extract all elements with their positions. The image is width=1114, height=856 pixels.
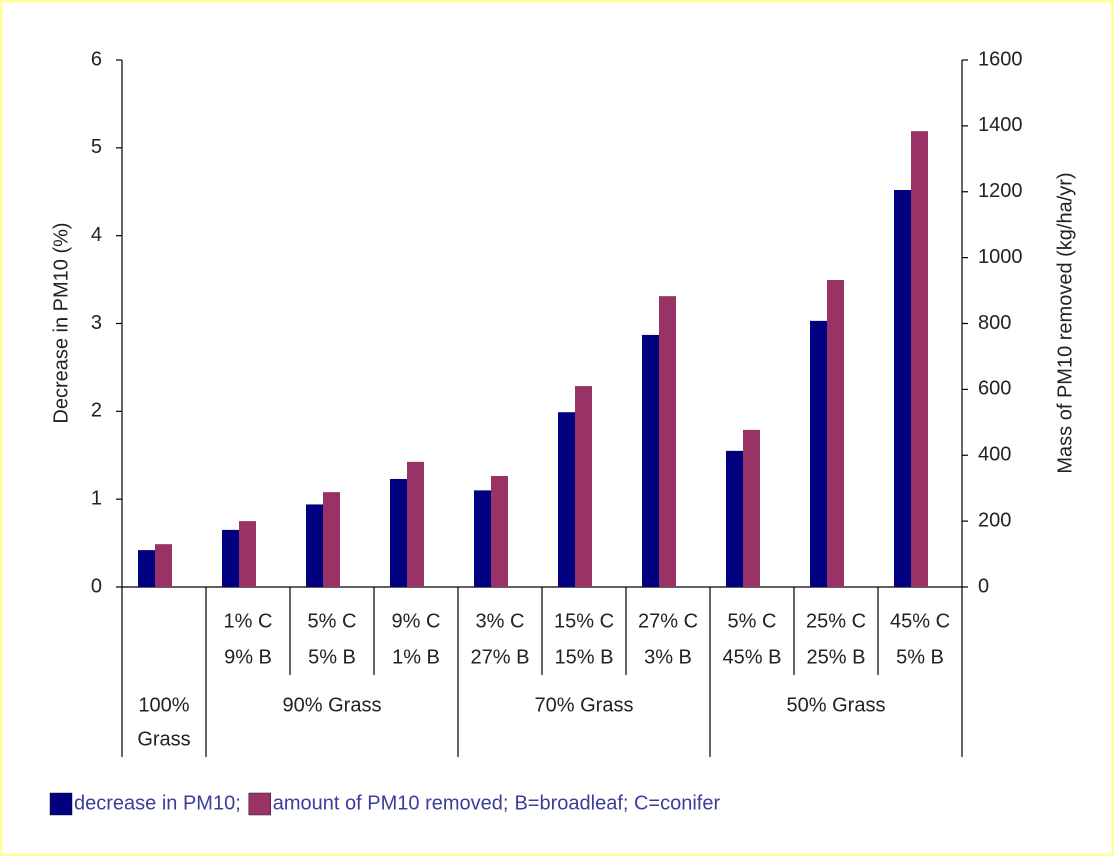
x-tick-label: 9% C — [392, 610, 441, 632]
x-tick-label: 3% B — [644, 646, 692, 668]
y2-tick-label: 600 — [978, 378, 1011, 400]
legend-note: B=broadleaf; C=conifer — [514, 792, 720, 814]
x-tick-label: 15% C — [554, 610, 614, 632]
x-tick-label: 5% C — [308, 610, 357, 632]
bar — [138, 550, 155, 587]
bar — [239, 521, 256, 587]
x-tick-label: 5% C — [728, 610, 777, 632]
group-label: Grass — [137, 728, 190, 750]
bar — [155, 544, 172, 587]
bar — [474, 490, 491, 587]
y2-tick-label: 800 — [978, 312, 1011, 334]
y-tick-label: 3 — [91, 312, 102, 334]
legend-label: amount of PM10 removed; — [273, 792, 509, 814]
x-tick-label: 15% B — [555, 646, 614, 668]
y-tick-label: 1 — [91, 487, 102, 509]
x-tick-label: 5% B — [896, 646, 944, 668]
bar — [911, 131, 928, 587]
group-label: 50% Grass — [787, 694, 886, 716]
x-tick-label: 25% C — [806, 610, 866, 632]
bar — [222, 529, 239, 587]
x-tick-label: 1% B — [392, 646, 440, 668]
bar — [491, 476, 508, 587]
y-tick-label: 6 — [91, 48, 102, 70]
y2-tick-label: 1600 — [978, 48, 1023, 70]
y2-tick-label: 400 — [978, 444, 1011, 466]
bar — [407, 461, 424, 587]
x-tick-label: 25% B — [807, 646, 866, 668]
bar — [575, 386, 592, 587]
x-tick-label: 45% B — [723, 646, 782, 668]
bar — [306, 504, 323, 587]
y2-tick-label: 1200 — [978, 180, 1023, 202]
bar — [642, 334, 659, 587]
x-tick-label: 27% C — [638, 610, 698, 632]
legend-swatch — [49, 792, 73, 816]
y2-axis-title: Mass of PM10 removed (kg/ha/yr) — [1054, 172, 1076, 473]
x-tick-label: 1% C — [224, 610, 273, 632]
bar — [743, 429, 760, 587]
bar — [558, 412, 575, 587]
group-label: 70% Grass — [535, 694, 634, 716]
legend-label: decrease in PM10; — [74, 792, 241, 814]
bar — [323, 492, 340, 587]
group-label: 100% — [138, 694, 189, 716]
y-tick-label: 4 — [91, 224, 102, 246]
y2-tick-label: 1000 — [978, 246, 1023, 268]
y2-tick-label: 0 — [978, 575, 989, 597]
y-tick-label: 2 — [91, 400, 102, 422]
y-axis-title: Decrease in PM10 (%) — [50, 222, 72, 423]
y2-tick-label: 200 — [978, 509, 1011, 531]
x-tick-label: 9% B — [224, 646, 272, 668]
legend-swatch — [248, 792, 272, 816]
y-tick-label: 0 — [91, 575, 102, 597]
bar — [810, 320, 827, 587]
bar — [659, 296, 676, 587]
bar — [390, 478, 407, 587]
bar — [726, 450, 743, 587]
y-tick-label: 5 — [91, 136, 102, 158]
x-tick-label: 3% C — [476, 610, 525, 632]
x-tick-label: 5% B — [308, 646, 356, 668]
bar — [827, 280, 844, 587]
group-label: 90% Grass — [283, 694, 382, 716]
x-tick-label: 27% B — [471, 646, 530, 668]
bar — [894, 189, 911, 587]
y2-tick-label: 1400 — [978, 114, 1023, 136]
x-tick-label: 45% C — [890, 610, 950, 632]
